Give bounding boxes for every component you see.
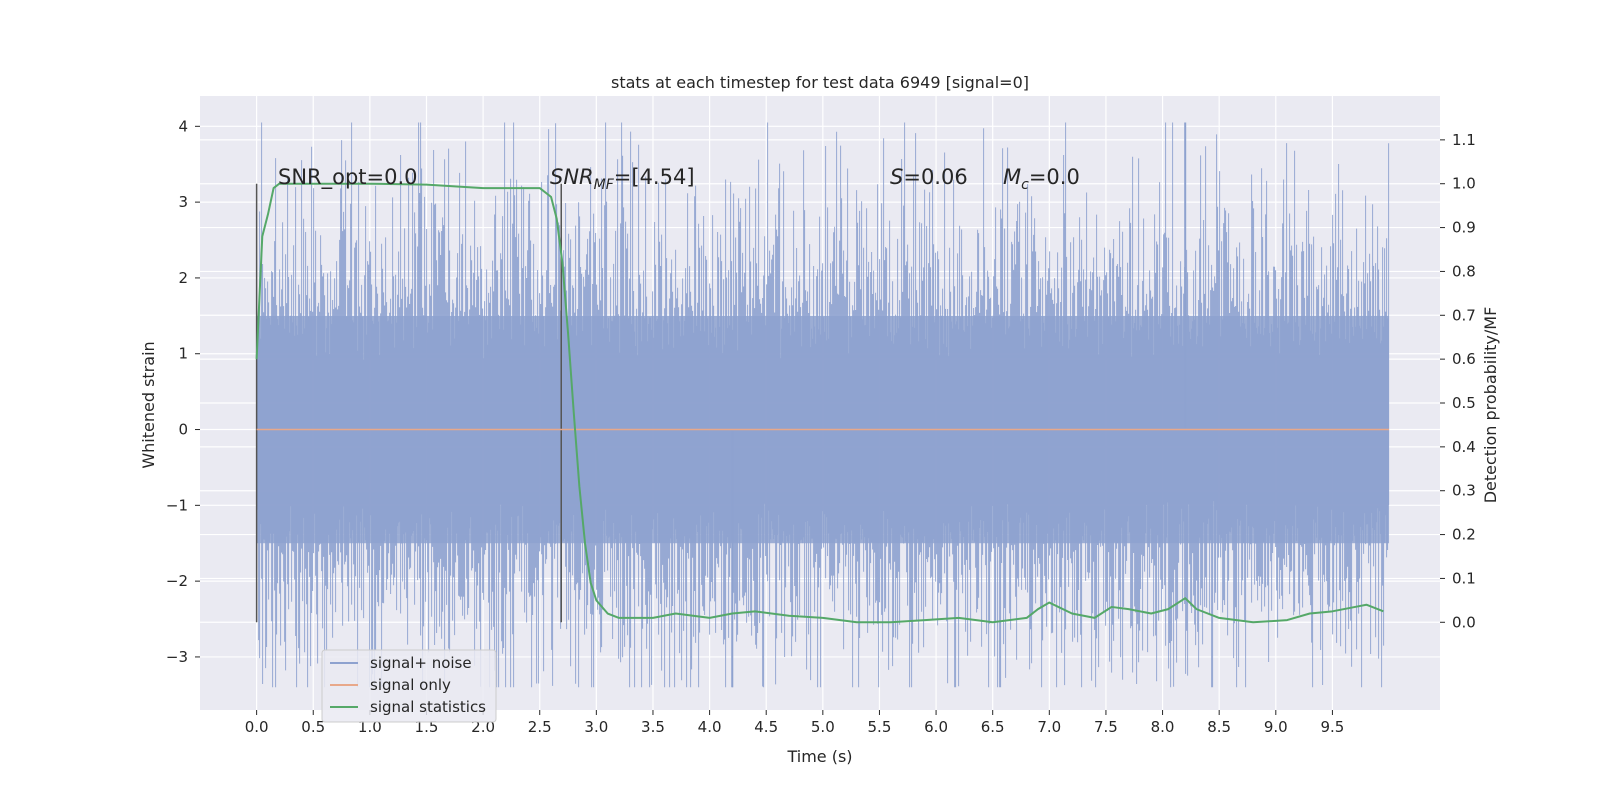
annotation-snr-mf-main: SNR [550, 165, 594, 189]
y-right-tick-label: 0.5 [1452, 394, 1476, 412]
x-tick-label: 5.5 [868, 718, 892, 736]
x-tick-label: 6.0 [924, 718, 948, 736]
y-right-tick-label: 0.2 [1452, 526, 1476, 544]
annotation-s-main: S [890, 165, 903, 189]
x-tick-label: 4.5 [754, 718, 778, 736]
legend-label-signal-statistics: signal statistics [370, 698, 486, 716]
x-tick-label: 7.5 [1094, 718, 1118, 736]
ticks: 0.0 0.5 1.0 1.5 2.0 2.5 3.0 3.5 4.0 4.5 5.0 5.5 6.0 6… [166, 117, 1476, 736]
x-tick-label: 8.0 [1151, 718, 1175, 736]
y-right-tick-label: 0.4 [1452, 438, 1476, 456]
y-right-tick-label: 0.7 [1452, 306, 1476, 324]
y-tick-label: −1 [166, 496, 188, 514]
annotation-mc-main: M [1003, 165, 1021, 189]
annotation-snr-mf-sub: MF [594, 177, 615, 193]
annotation-snr-mf-value: =[4.54] [614, 165, 695, 189]
y-right-tick-label: 0.1 [1452, 569, 1476, 587]
legend-label-signal-noise: signal+ noise [370, 654, 472, 672]
y-tick-label: −3 [166, 648, 188, 666]
x-tick-label: 7.0 [1037, 718, 1061, 736]
annotation-mc-sub: c [1021, 177, 1029, 193]
x-axis-label: Time (s) [786, 747, 852, 766]
legend-box [321, 649, 497, 723]
annotation-mc-value: =0.0 [1029, 165, 1080, 189]
y-tick-label: 4 [178, 117, 188, 135]
y-right-tick-label: 0.3 [1452, 482, 1476, 500]
x-tick-label: 3.0 [584, 718, 608, 736]
annotation-s: S=0.06 [890, 165, 968, 189]
x-tick-label: 9.5 [1320, 718, 1344, 736]
x-tick-label: 2.5 [528, 718, 552, 736]
annotation-mc: Mc=0.0 [1003, 165, 1080, 193]
y-tick-label: −2 [166, 572, 188, 590]
y-right-tick-label: 0.0 [1452, 613, 1476, 631]
y-right-tick-label: 0.6 [1452, 350, 1476, 368]
annotation-snr-opt: SNR_opt=0.0 [278, 165, 418, 190]
legend: signal+ noise signal only signal statist… [321, 649, 497, 723]
y-tick-label: 2 [178, 269, 188, 287]
y-tick-label: 1 [178, 345, 188, 363]
y-tick-label: 0 [178, 421, 188, 439]
annotation-snr-mf: SNRMF=[4.54] [550, 165, 695, 193]
x-tick-label: 0.0 [245, 718, 269, 736]
line-series [255, 182, 1390, 624]
legend-label-signal-only: signal only [370, 676, 451, 694]
x-tick-label: 8.5 [1207, 718, 1231, 736]
y-tick-label: 3 [178, 193, 188, 211]
annotation-s-value: =0.06 [903, 165, 967, 189]
x-tick-label: 5.0 [811, 718, 835, 736]
y-right-tick-label: 0.8 [1452, 262, 1476, 280]
x-tick-label: 0.5 [301, 718, 325, 736]
x-tick-label: 6.5 [981, 718, 1005, 736]
chart-title: stats at each timestep for test data 694… [611, 73, 1029, 92]
y-right-tick-label: 1.0 [1452, 175, 1476, 193]
y-right-tick-label: 0.9 [1452, 219, 1476, 237]
signal-statistics-line [255, 182, 1384, 624]
x-tick-label: 9.0 [1264, 718, 1288, 736]
y-axis-label: Whitened strain [139, 341, 158, 468]
y-axis-right-label: Detection probability/MF [1481, 307, 1500, 504]
y-right-tick-label: 1.1 [1452, 131, 1476, 149]
x-tick-label: 4.0 [698, 718, 722, 736]
x-tick-label: 3.5 [641, 718, 665, 736]
